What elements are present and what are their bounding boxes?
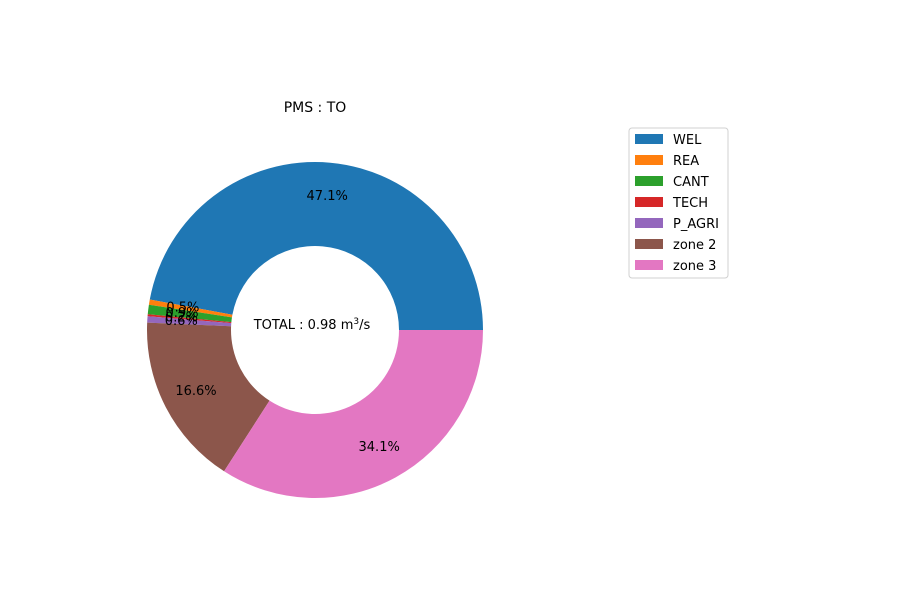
legend-swatch-p-agri [635,218,663,228]
legend-label-zone-2: zone 2 [673,238,716,253]
pie-slices [146,162,484,498]
center-total-superscript: 3 [353,317,359,327]
chart-title: PMS : TO [284,100,347,116]
percent-label-cant: 0.9% [165,306,198,321]
percent-label-zone-3: 34.1% [359,440,400,455]
slice-tech [147,314,232,324]
percent-label-wel: 47.1% [307,189,348,204]
slice-wel [149,162,484,330]
center-total-label: TOTAL : 0.98 m3/s [253,317,371,333]
slice-zone-3 [224,330,484,498]
slice-rea [148,299,233,318]
percent-label-tech: 0.2% [165,311,198,326]
legend-swatch-tech [635,197,663,207]
legend-swatch-cant [635,176,663,186]
legend-label-cant: CANT [673,175,709,190]
percent-label-p-agri: 0.6% [165,314,198,329]
legend-label-p-agri: P_AGRI [673,217,719,232]
slice-cant [147,304,232,323]
legend-label-wel: WEL [673,133,702,148]
legend-label-zone-3: zone 3 [673,259,716,274]
percent-labels: 47.1% 0.5%0.9%0.2%0.6% 16.6% 34.1% [165,189,400,455]
center-total-prefix: TOTAL : 0.98 m [253,318,354,333]
legend-label-tech: TECH [672,196,708,211]
slice-zone-2 [146,322,270,472]
legend-label-rea: REA [673,154,699,169]
slice-p-agri [147,316,232,327]
percent-label-rea: 0.5% [166,300,199,315]
percent-label-zone-2: 16.6% [175,384,216,399]
center-total-suffix: /s [359,318,370,333]
legend-swatch-zone-3 [635,260,663,270]
legend-swatch-zone-2 [635,239,663,249]
legend-swatch-wel [635,134,663,144]
legend-swatch-rea [635,155,663,165]
